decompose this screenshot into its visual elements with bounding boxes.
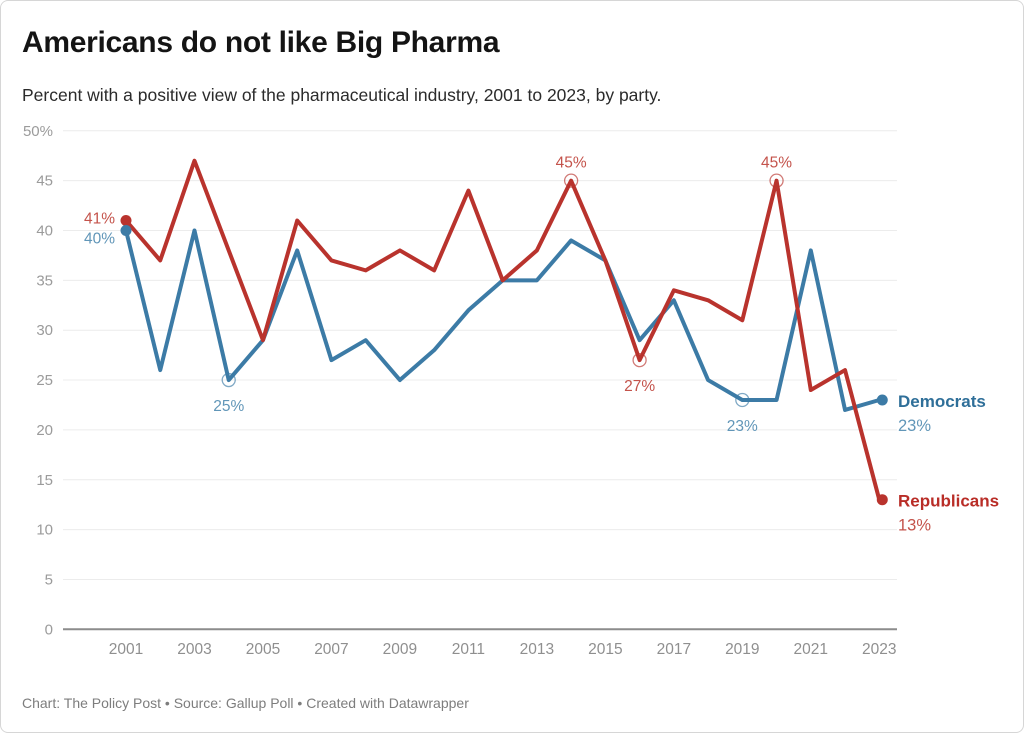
y-axis-tick-label: 10	[36, 522, 53, 539]
point-annotation-label: 41%	[84, 211, 115, 228]
y-axis-tick-label: 20	[36, 422, 53, 439]
series-line-democrats	[124, 228, 882, 412]
y-axis-tick-label: 50%	[23, 123, 53, 140]
data-point-dot	[120, 225, 132, 236]
annotation-ring-marker	[221, 372, 236, 388]
data-point-dot	[120, 215, 132, 227]
x-axis-tick-label: 2007	[314, 641, 348, 658]
annotation-ring-marker	[735, 392, 750, 408]
x-axis-tick-label: 2009	[383, 641, 417, 658]
point-annotation-label: 27%	[624, 378, 655, 395]
series-end-dot	[876, 394, 888, 406]
x-axis-tick-label: 2019	[725, 641, 759, 658]
y-axis-tick-label: 30	[36, 322, 53, 339]
series-end-name-label: Democrats	[898, 392, 986, 411]
chart-subtitle: Percent with a positive view of the phar…	[22, 85, 662, 105]
y-axis-tick-label: 45	[36, 173, 53, 190]
annotation-ring-marker	[632, 352, 647, 368]
x-axis-tick-label: 2015	[588, 641, 622, 658]
x-axis-tick-label: 2023	[862, 641, 896, 658]
x-axis-tick-label: 2005	[246, 641, 280, 658]
annotation-ring-marker	[769, 173, 784, 188]
x-axis-tick-label: 2011	[452, 641, 485, 658]
series-end-value-label: 23%	[898, 417, 931, 435]
x-axis-tick-label: 2003	[177, 641, 211, 658]
chart-footer-attribution: Chart: The Policy Post • Source: Gallup …	[22, 695, 469, 711]
point-annotation-label: 45%	[556, 155, 587, 172]
x-axis-tick-label: 2001	[109, 641, 143, 658]
series-end-name-label: Republicans	[898, 492, 999, 511]
y-axis-tick-label: 35	[36, 272, 53, 289]
point-annotation-label: 25%	[213, 398, 244, 415]
y-axis-tick-label: 25	[36, 372, 53, 389]
series-line-republicans	[124, 158, 882, 502]
chart-title: Americans do not like Big Pharma	[22, 26, 500, 59]
y-axis-tick-label: 40	[36, 223, 53, 240]
point-annotation-label: 23%	[727, 418, 758, 435]
annotation-ring-marker	[563, 173, 579, 188]
y-axis-tick-label: 15	[36, 472, 53, 489]
y-axis-tick-label: 5	[45, 571, 53, 588]
series-end-dot	[876, 494, 888, 506]
x-axis-tick-label: 2013	[520, 641, 554, 658]
y-axis-tick-label: 0	[45, 621, 53, 638]
series-end-value-label: 13%	[898, 517, 931, 535]
x-axis-tick-label: 2017	[657, 641, 691, 658]
point-annotation-label: 40%	[84, 231, 115, 248]
x-axis-tick-label: 2021	[794, 641, 828, 658]
point-annotation-label: 45%	[761, 155, 792, 172]
